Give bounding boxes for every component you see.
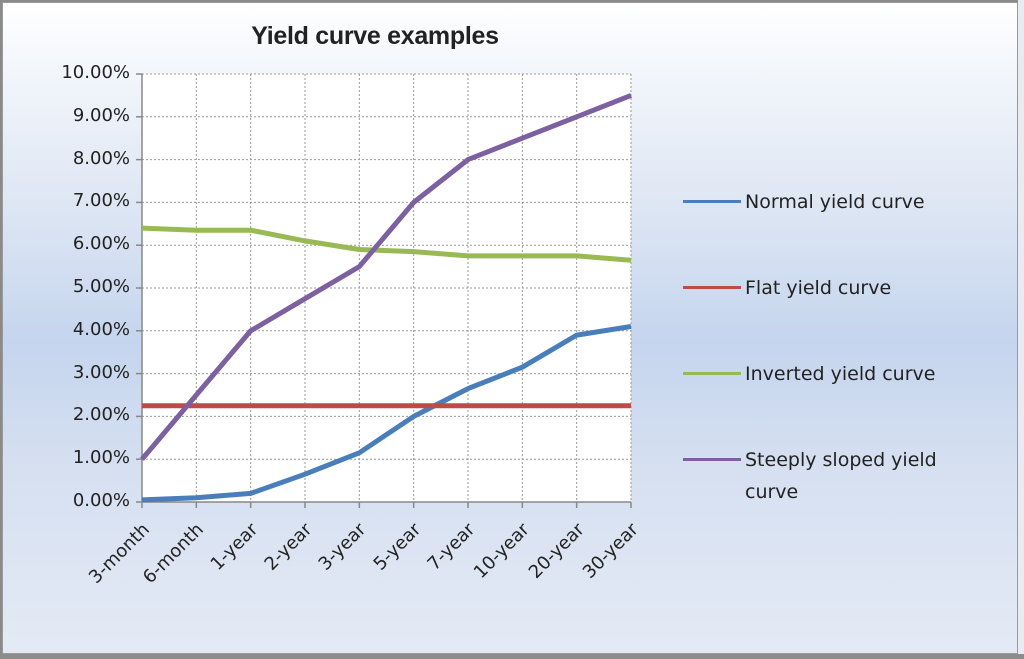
legend-item-flat: Flat yield curve xyxy=(683,272,985,304)
y-tick-label: 10.00% xyxy=(61,62,130,83)
legend-swatch-inverted xyxy=(683,372,741,375)
legend-label: Flat yield curve xyxy=(745,277,892,299)
series-line-2 xyxy=(141,225,632,263)
legend-item-inverted: Inverted yield curve xyxy=(683,358,985,390)
frame-edge xyxy=(1018,0,1024,659)
y-tick-label: 6.00% xyxy=(72,233,130,255)
legend-label: Normal yield curve xyxy=(745,191,925,213)
series-line-3 xyxy=(140,93,632,461)
y-tick-label: 2.00% xyxy=(72,404,130,426)
y-tick-label: 0.00% xyxy=(72,490,130,511)
legend-item-steep: Steeply sloped yield curve xyxy=(683,444,985,508)
y-tick-label: 7.00% xyxy=(72,190,130,212)
legend-swatch-flat xyxy=(683,286,741,289)
y-tick-label: 8.00% xyxy=(72,147,130,169)
y-tick-label: 3.00% xyxy=(72,361,130,383)
y-tick-label: 9.00% xyxy=(72,104,130,126)
legend-swatch-steep xyxy=(683,458,741,461)
y-tick-label: 5.00% xyxy=(72,276,130,297)
frame-edge xyxy=(0,654,1024,659)
series-line-0 xyxy=(141,324,632,503)
legend-label: Inverted yield curve xyxy=(745,363,936,385)
legend-swatch-normal xyxy=(683,200,741,203)
y-tick-label: 1.00% xyxy=(72,447,130,469)
y-tick-label: 4.00% xyxy=(72,318,130,340)
legend-item-normal: Normal yield curve xyxy=(683,186,985,218)
chart-title: Yield curve examples xyxy=(251,22,499,50)
legend-label: Steeply sloped yield curve xyxy=(745,449,937,503)
